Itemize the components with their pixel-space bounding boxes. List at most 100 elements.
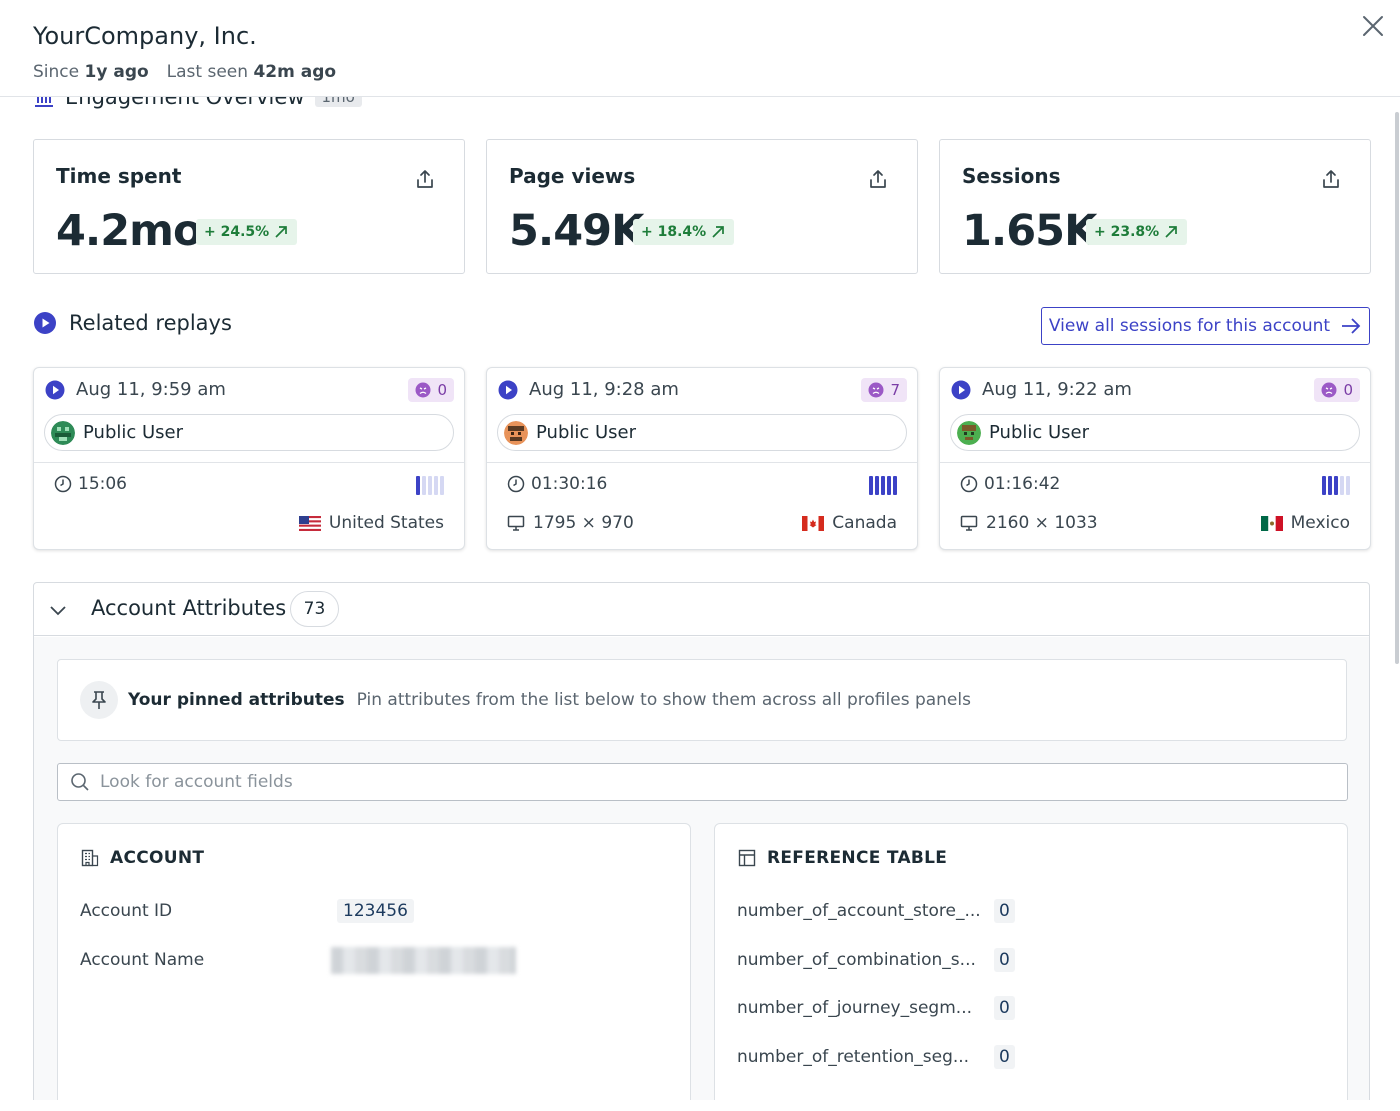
activity-level-bars — [416, 476, 444, 495]
frustrated-face-icon — [868, 382, 884, 398]
attribute-value[interactable]: 0 — [994, 899, 1015, 923]
activity-level-bars — [869, 476, 897, 495]
attribute-value[interactable]: 0 — [994, 996, 1015, 1020]
attribute-label: number_of_account_store_... — [737, 901, 981, 921]
activity-bar — [875, 476, 879, 495]
attribute-value-cell: 0 — [994, 993, 1015, 1023]
chevron-down-icon[interactable] — [48, 600, 68, 620]
account-attributes-header[interactable]: Account Attributes 73 — [34, 583, 1369, 636]
pinned-attributes-description: Pin attributes from the list below to sh… — [356, 690, 971, 710]
activity-bar — [1322, 476, 1326, 495]
panel-scrollbar[interactable] — [1395, 112, 1399, 664]
search-input[interactable] — [100, 772, 1300, 792]
related-replays-header: Related replays — [33, 311, 232, 335]
related-replays-title: Related replays — [69, 311, 232, 335]
activity-bar — [1340, 476, 1344, 495]
play-circle-icon[interactable] — [45, 380, 65, 400]
attribute-value-cell: 123456 — [337, 896, 414, 926]
metric-delta-badge: + 18.4% — [633, 219, 735, 245]
attribute-row: number_of_journey_segm... — [737, 993, 972, 1023]
metric-card-time-spent: Time spent 4.2mo + 24.5% — [33, 139, 465, 274]
user-avatar — [51, 420, 75, 445]
account-attributes-card: ACCOUNT Account ID 123456 Account Name — [57, 823, 691, 1100]
attribute-label: Account ID — [80, 901, 173, 921]
since-label: Since — [33, 62, 80, 82]
export-icon[interactable] — [1320, 168, 1342, 190]
play-circle-icon[interactable] — [951, 380, 971, 400]
building-icon — [81, 849, 99, 867]
frustrated-face-icon — [1321, 382, 1337, 398]
resolution-value: 2160 × 1033 — [986, 513, 1098, 533]
attribute-label: Account Name — [80, 950, 205, 970]
attribute-value[interactable]: 0 — [994, 948, 1015, 972]
pinned-attributes-banner: Your pinned attributes Pin attributes fr… — [57, 659, 1347, 741]
frustration-count: 0 — [437, 381, 447, 399]
attributes-count-badge: 73 — [290, 591, 339, 627]
metric-delta-badge: + 24.5% — [196, 219, 298, 245]
replay-card[interactable]: Aug 11, 9:22 am 0 Public User 01:16:42 2… — [939, 367, 1371, 550]
attribute-value-cell: 0 — [994, 1042, 1015, 1072]
user-chip[interactable]: Public User — [44, 414, 454, 451]
metric-delta-value: + 23.8% — [1094, 224, 1160, 240]
metric-value: 4.2mo — [56, 206, 203, 256]
replay-card[interactable]: Aug 11, 9:59 am 0 Public User 15:06 Unit… — [33, 367, 465, 550]
close-icon[interactable] — [1360, 13, 1386, 39]
duration-value: 01:30:16 — [531, 474, 608, 494]
export-icon[interactable] — [414, 168, 436, 190]
view-all-sessions-button[interactable]: View all sessions for this account — [1041, 307, 1370, 345]
arrow-up-right-icon — [712, 226, 725, 238]
account-fields-search[interactable] — [57, 763, 1348, 801]
user-chip[interactable]: Public User — [497, 414, 907, 451]
user-chip[interactable]: Public User — [950, 414, 1360, 451]
activity-bar — [440, 476, 444, 495]
account-id-value[interactable]: 123456 — [337, 899, 414, 923]
replay-duration: 01:16:42 — [960, 474, 1060, 494]
attribute-row: number_of_retention_seg... — [737, 1042, 969, 1072]
engagement-overview-header: Engagement Overview 1mo — [33, 97, 362, 109]
replay-date: Aug 11, 9:59 am — [76, 379, 226, 400]
attribute-row: Account ID — [80, 896, 172, 926]
attribute-row: number_of_account_store_... — [737, 896, 981, 926]
arrow-right-icon — [1342, 318, 1361, 334]
replay-resolution: 1795 × 970 — [507, 513, 634, 533]
replay-duration: 15:06 — [54, 474, 127, 494]
replay-card[interactable]: Aug 11, 9:28 am 7 Public User 01:30:16 1… — [486, 367, 918, 550]
attribute-value-cell: 0 — [994, 896, 1015, 926]
activity-bar — [1346, 476, 1350, 495]
duration-value: 15:06 — [78, 474, 127, 494]
activity-level-bars — [1322, 476, 1350, 495]
replay-resolution: 2160 × 1033 — [960, 513, 1098, 533]
user-name: Public User — [536, 422, 637, 443]
metric-delta-value: + 24.5% — [204, 224, 270, 240]
metric-delta-badge: + 23.8% — [1086, 219, 1188, 245]
attribute-value-cell — [331, 945, 516, 975]
metric-card-page-views: Page views 5.49K + 18.4% — [486, 139, 918, 274]
play-circle-icon — [34, 312, 56, 334]
attribute-value[interactable]: 0 — [994, 1045, 1015, 1069]
account-name-redacted — [331, 946, 516, 974]
account-card-header: ACCOUNT — [80, 848, 204, 868]
attribute-value-cell: 0 — [994, 945, 1015, 975]
play-circle-icon[interactable] — [498, 380, 518, 400]
company-name: YourCompany, Inc. — [33, 22, 257, 50]
replay-country: Canada — [802, 513, 897, 533]
frustration-badge: 0 — [1314, 378, 1360, 402]
table-icon — [738, 849, 756, 867]
view-all-sessions-label: View all sessions for this account — [1048, 316, 1331, 336]
metric-title: Sessions — [962, 164, 1061, 188]
country-name: Canada — [832, 513, 897, 533]
resolution-value: 1795 × 970 — [533, 513, 634, 533]
reference-table-header: REFERENCE TABLE — [737, 848, 947, 868]
reference-table-card: REFERENCE TABLE number_of_account_store_… — [714, 823, 1348, 1100]
metric-delta-value: + 18.4% — [641, 224, 707, 240]
pin-icon — [80, 681, 118, 719]
activity-bar — [893, 476, 897, 495]
account-attributes-body: Your pinned attributes Pin attributes fr… — [34, 637, 1369, 1100]
country-name: United States — [328, 513, 444, 533]
arrow-up-right-icon — [275, 226, 288, 238]
last-seen-value: 42m ago — [253, 62, 337, 82]
replay-country: United States — [298, 513, 444, 533]
frustration-badge: 0 — [408, 378, 454, 402]
metric-value: 5.49K — [509, 206, 644, 256]
export-icon[interactable] — [867, 168, 889, 190]
